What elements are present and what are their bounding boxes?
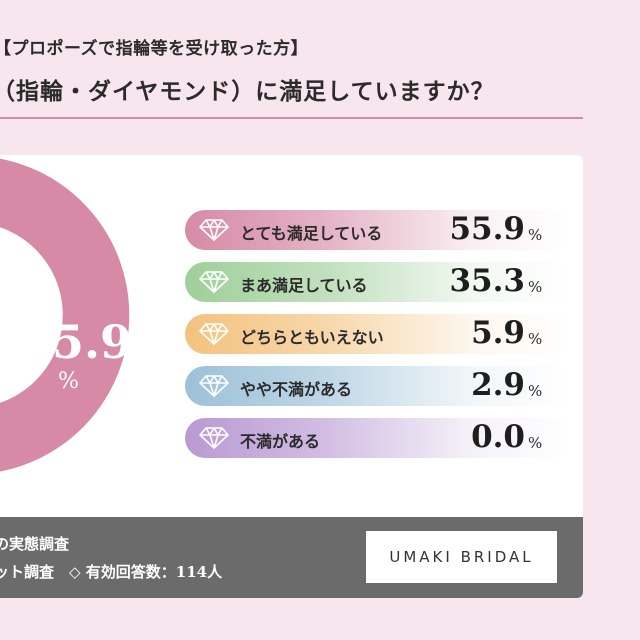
donut-chart [0,157,131,473]
data-label: 2.9 [471,367,525,403]
diamond-icon [199,375,229,397]
legend-label: やや不満がある [240,380,353,399]
data-label: 55.9 [449,211,525,247]
legend-row: やや不満がある 2.9 % [185,366,583,406]
diamond-icon [199,271,229,293]
survey-name: の実態調査 [0,535,70,553]
legend-pill [185,366,570,406]
legend-label: まあ満足している [240,276,368,295]
diamond-icon [199,219,229,241]
diamond-icon [199,323,229,345]
donut-slice-0 [0,157,131,473]
legend-label: どちらともいえない [240,328,384,347]
data-label: 0.0 [471,419,525,455]
percent-unit: % [528,434,543,452]
legend-pill [185,262,570,302]
legend-list: とても満足している 55.9 % まあ満足している 35.3 % どちらともいえ… [185,210,583,470]
percent-unit: % [528,226,543,244]
data-label: 35.3 [449,263,525,299]
survey-title-line1: 【プロポーズで指輪等を受け取った方】 [0,39,309,59]
legend-pill [185,418,570,458]
legend-label: 不満がある [240,432,321,451]
donut-center-unit: % [58,369,79,394]
donut-center-value: 55.9 [20,315,133,369]
percent-unit: % [528,382,543,400]
chart-card: 55.9 % とても満足している 55.9 % まあ満足している 35.3 % [0,155,583,598]
legend-pill [185,210,570,250]
legend-row: 不満がある 0.0 % [185,418,583,458]
percent-unit: % [528,278,543,296]
diamond-icon [199,427,229,449]
survey-title-line2: （指輪・ダイヤモンド）に満足していますか？ [0,78,495,105]
legend-row: とても満足している 55.9 % [185,210,583,250]
data-label: 5.9 [471,315,525,351]
legend-pill [185,314,570,354]
title-divider [0,117,583,119]
legend-row: どちらともいえない 5.9 % [185,314,583,354]
survey-method: ット調査 ◇ 有効回答数：114人 [0,563,223,581]
legend-label: とても満足している [240,224,383,243]
footer-bar: の実態調査 ット調査 ◇ 有効回答数：114人 UMAKI BRIDAL [0,517,583,598]
legend-row: まあ満足している 35.3 % [185,262,583,302]
brand-logo: UMAKI BRIDAL [366,531,557,583]
percent-unit: % [528,330,543,348]
